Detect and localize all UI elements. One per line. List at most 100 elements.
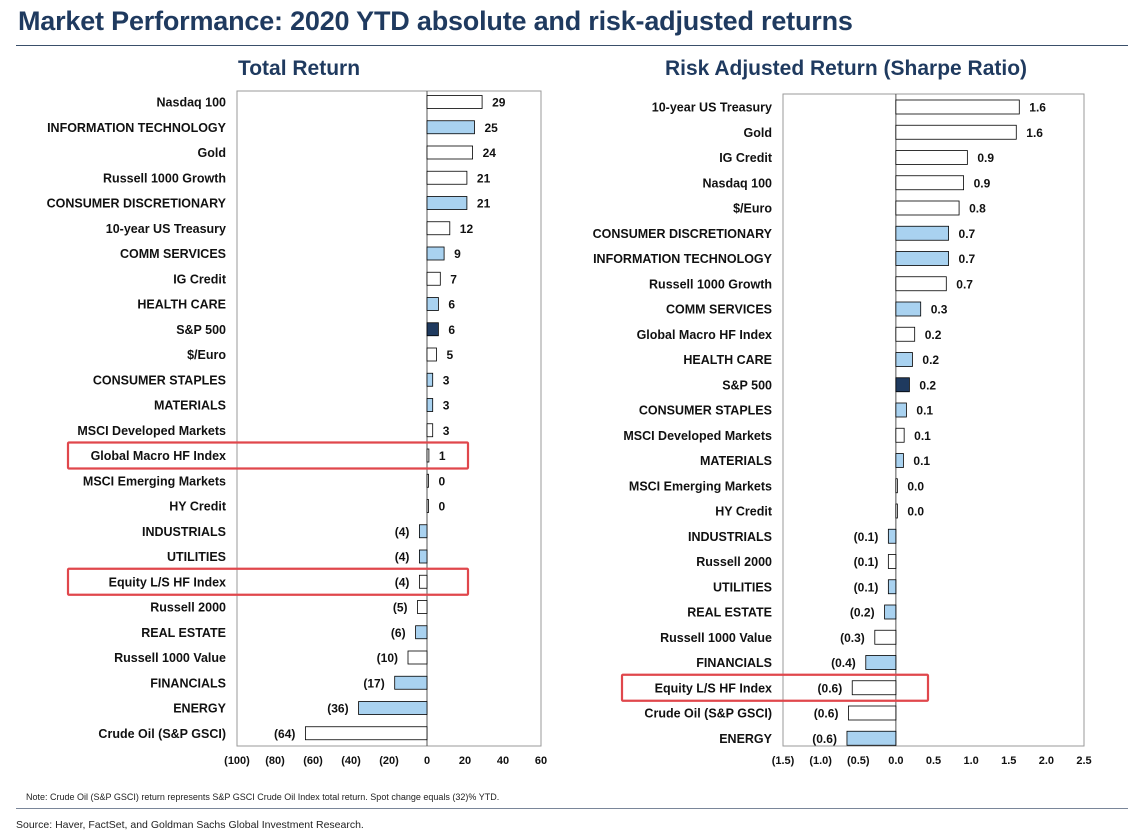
total-return-bar	[418, 574, 428, 589]
sharpe-bar	[895, 478, 898, 494]
sharpe-value-label: 0.7	[959, 227, 976, 241]
total-return-category-label: INFORMATION TECHNOLOGY	[47, 121, 227, 135]
total-return-value-label: (4)	[395, 525, 410, 539]
sharpe-value-label: 0.0	[907, 505, 924, 519]
sharpe-category-label: S&P 500	[722, 378, 772, 392]
total-return-category-label: Global Macro HF Index	[91, 449, 226, 463]
total-return-value-label: (6)	[391, 626, 406, 640]
sharpe-category-label: Global Macro HF Index	[637, 328, 772, 342]
sharpe-category-label: IG Credit	[719, 151, 773, 165]
total-return-value-label: 12	[460, 222, 474, 236]
total-return-value-label: (10)	[377, 651, 398, 665]
sharpe-bar	[895, 503, 898, 519]
sharpe-category-label: MSCI Emerging Markets	[629, 479, 772, 493]
total-return-category-label: INDUSTRIALS	[142, 525, 226, 539]
sharpe-category-label: UTILITIES	[713, 580, 772, 594]
total-return-bar	[426, 297, 439, 311]
sharpe-x-tick-label: (1.0)	[809, 755, 832, 767]
sharpe-x-tick-label: 2.5	[1076, 755, 1091, 767]
sharpe-bar	[895, 175, 964, 191]
sharpe-category-label: CONSUMER STAPLES	[639, 404, 772, 418]
sharpe-bar	[895, 326, 916, 342]
sharpe-value-label: 1.6	[1026, 126, 1043, 140]
sharpe-bar	[887, 528, 897, 544]
sharpe-value-label: (0.2)	[850, 606, 875, 620]
sharpe-bar	[895, 301, 922, 317]
sharpe-value-label: (0.6)	[812, 732, 837, 746]
total-return-value-label: 1	[439, 449, 446, 463]
total-return-bar	[417, 600, 428, 614]
sharpe-value-label: (0.6)	[814, 707, 839, 721]
sharpe-bar	[895, 352, 913, 367]
sharpe-bar	[895, 377, 910, 393]
total-return-category-label: Russell 2000	[150, 601, 226, 615]
total-return-category-label: FINANCIALS	[150, 676, 226, 690]
sharpe-value-label: 0.9	[974, 176, 991, 190]
total-return-category-label: Crude Oil (S&P GSCI)	[98, 727, 226, 741]
total-return-x-tick-label: (40)	[341, 755, 361, 767]
sharpe-bar	[895, 427, 905, 443]
total-return-x-tick-label: 40	[497, 755, 509, 767]
total-return-bar	[426, 423, 434, 438]
total-return-bar	[394, 675, 428, 690]
total-return-value-label: 3	[443, 373, 450, 387]
sharpe-value-label: 0.0	[907, 479, 924, 493]
sharpe-value-label: (0.6)	[818, 681, 843, 695]
total-return-bar	[418, 524, 428, 539]
sharpe-category-label: Equity L/S HF Index	[655, 681, 772, 695]
total-return-category-label: REAL ESTATE	[141, 626, 226, 640]
total-return-category-label: $/Euro	[187, 348, 226, 362]
total-return-bar	[426, 246, 445, 261]
sharpe-value-label: 0.1	[914, 429, 931, 443]
total-return-title: Total Return	[238, 57, 360, 80]
sharpe-category-label: COMM SERVICES	[666, 303, 772, 317]
sharpe-x-tick-label: 0.0	[888, 755, 903, 767]
total-return-value-label: 9	[454, 247, 461, 261]
total-return-bar	[426, 95, 483, 109]
total-return-value-label: 3	[443, 399, 450, 413]
total-return-value-label: (4)	[395, 550, 410, 564]
total-return-bar	[426, 448, 430, 463]
sharpe-value-label: 0.2	[925, 328, 942, 342]
total-return-value-label: 29	[492, 96, 506, 110]
total-return-value-label: 25	[485, 121, 499, 135]
sharpe-value-label: 0.8	[969, 202, 986, 216]
total-return-x-tick-label: 60	[535, 755, 547, 767]
sharpe-value-label: 0.1	[913, 454, 930, 468]
total-return-category-label: CONSUMER DISCRETIONARY	[47, 197, 227, 211]
sharpe-value-label: 0.2	[919, 378, 936, 392]
sharpe-category-label: FINANCIALS	[696, 656, 772, 670]
total-return-value-label: (36)	[327, 702, 348, 716]
sharpe-category-label: REAL ESTATE	[687, 606, 772, 620]
total-return-category-label: MATERIALS	[154, 399, 226, 413]
total-return-plot-frame	[236, 90, 542, 747]
sharpe-bar	[887, 554, 897, 569]
sharpe-category-label: CONSUMER DISCRETIONARY	[593, 227, 773, 241]
total-return-category-label: S&P 500	[176, 323, 226, 337]
total-return-value-label: 6	[448, 298, 455, 312]
sharpe-x-tick-label: 2.0	[1039, 755, 1054, 767]
sharpe-x-tick-label: 0.5	[926, 755, 941, 767]
total-return-bar	[426, 170, 468, 185]
sharpe-bar	[874, 629, 897, 645]
sharpe-category-label: Nasdaq 100	[703, 176, 773, 190]
total-return-bar	[426, 221, 451, 236]
sharpe-category-label: HEALTH CARE	[683, 353, 772, 367]
sharpe-value-label: 0.7	[956, 277, 973, 291]
footer-divider	[16, 808, 1128, 809]
sharpe-category-label: INFORMATION TECHNOLOGY	[593, 252, 773, 266]
sharpe-bar	[895, 150, 968, 165]
sharpe-category-label: HY Credit	[715, 505, 773, 519]
sharpe-plot-frame	[782, 93, 1085, 747]
total-return-category-label: MSCI Emerging Markets	[83, 474, 226, 488]
total-return-value-label: 3	[443, 424, 450, 438]
sharpe-x-tick-label: (0.5)	[847, 755, 870, 767]
total-return-x-tick-label: (60)	[303, 755, 323, 767]
total-return-highlight-box	[66, 567, 470, 596]
sharpe-value-label: 0.7	[959, 252, 976, 266]
total-return-highlight-box	[66, 441, 470, 470]
total-return-value-label: 24	[483, 146, 497, 160]
total-return-category-label: HY Credit	[169, 500, 227, 514]
total-return-category-label: HEALTH CARE	[137, 298, 226, 312]
sharpe-bar	[846, 730, 897, 746]
